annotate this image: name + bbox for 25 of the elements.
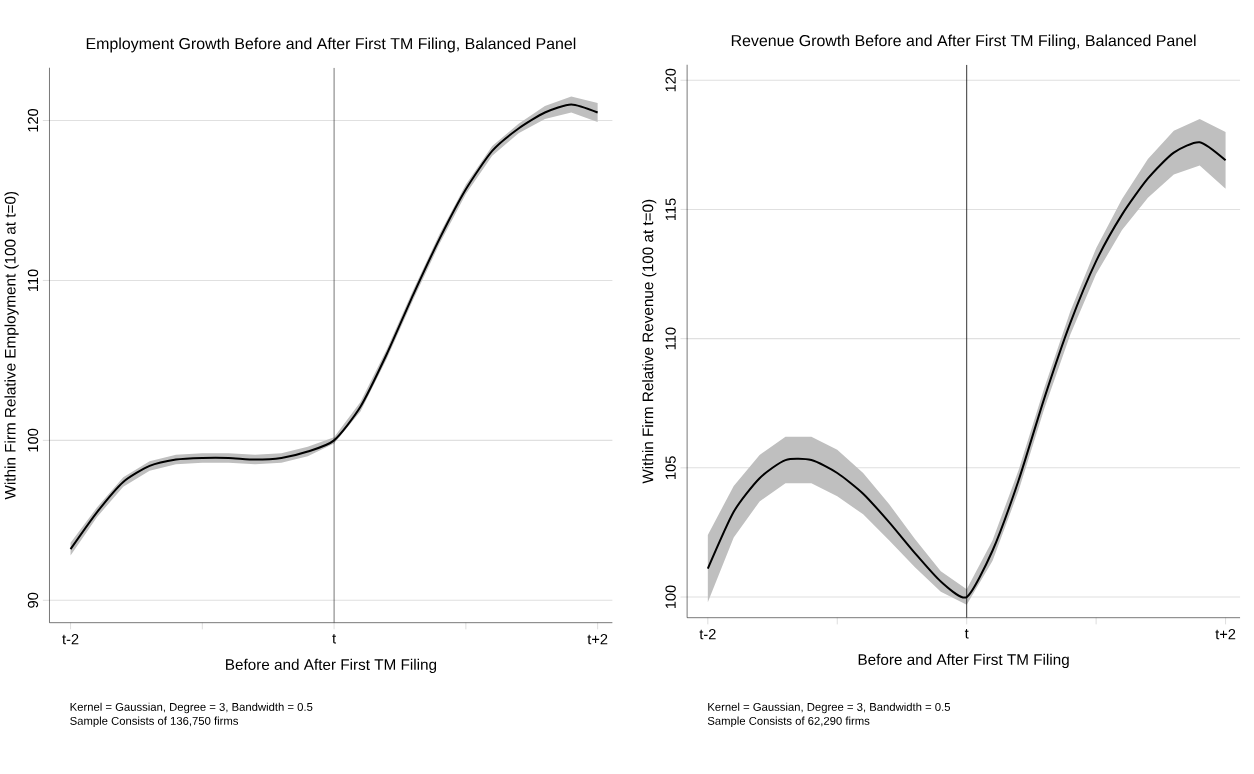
y-axis-title: Within Firm Relative Employment (100 at t=0) — [4, 191, 19, 500]
chart-title: Revenue Growth Before and After First TM Filing, Balanced Panel — [731, 34, 1196, 50]
chart-title: Employment Growth Before and After First TM Filing, Balanced Panel — [86, 37, 576, 53]
text: Sample Consists of 62,290 firms — [707, 716, 870, 728]
y-tick-label: 110 — [27, 269, 39, 291]
x-tick-label: t-2 — [699, 628, 716, 640]
y-tick-label: 105 — [665, 456, 676, 479]
text: Sample Consists of 136,750 firms — [70, 716, 239, 728]
y-tick-label: 90 — [27, 592, 39, 608]
text: Kernel = Gaussian, Degree = 3, Bandwidth = 0.5 — [708, 702, 951, 714]
text: Kernel = Gaussian, Degree = 3, Bandwidth = 0.5 — [70, 702, 313, 714]
y-tick-label: 100 — [665, 585, 676, 609]
x-tick-label: t — [332, 633, 337, 644]
y-axis-title: Within Firm Relative Revenue (100 at t=0) — [642, 199, 657, 484]
y-tick-label: 120 — [27, 108, 39, 132]
x-axis-title: Before and After First TM Filing — [858, 653, 1069, 668]
y-tick-label: 120 — [665, 68, 676, 92]
x-axis-title: Before and After First TM Filing — [226, 658, 437, 673]
x-tick-label: t+2 — [1215, 628, 1236, 640]
x-tick-label: t — [964, 628, 969, 639]
y-tick-label: 115 — [665, 198, 676, 220]
x-tick-label: t+2 — [587, 633, 608, 645]
y-tick-label: 110 — [665, 327, 676, 350]
x-tick-label: t-2 — [62, 633, 79, 645]
y-tick-label: 100 — [27, 428, 39, 452]
